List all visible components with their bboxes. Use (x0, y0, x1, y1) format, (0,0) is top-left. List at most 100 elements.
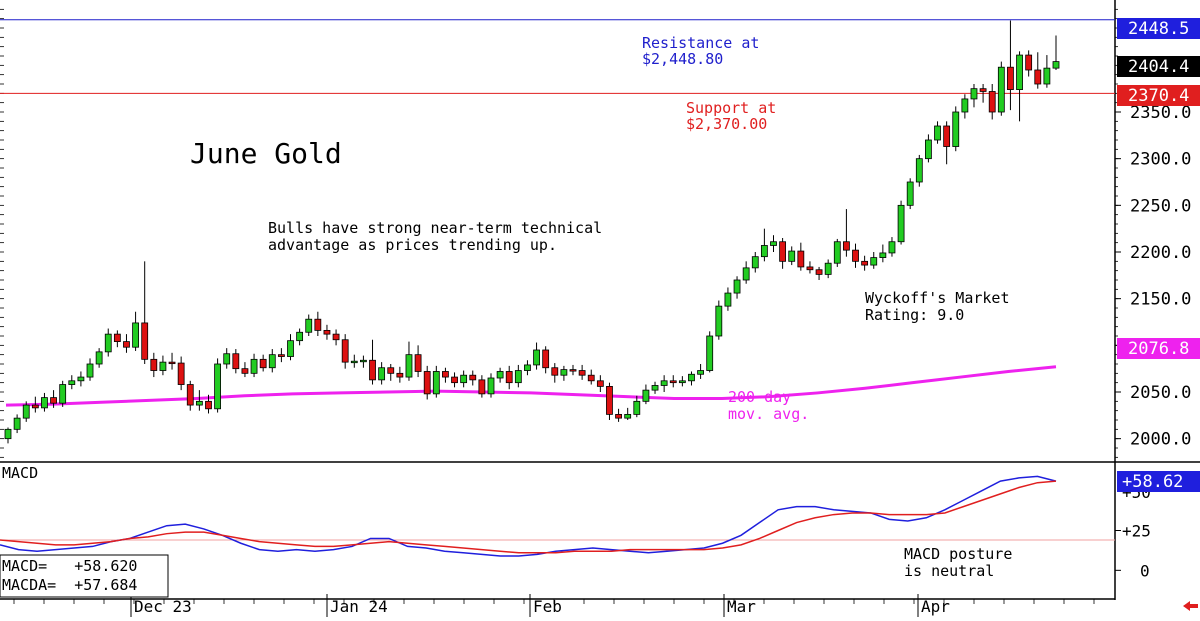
scroll-arrow-icon[interactable] (1183, 601, 1198, 611)
month-label: Mar (727, 597, 756, 616)
candle (241, 362, 249, 378)
candle-body-up (997, 66, 1005, 113)
candle (688, 371, 695, 386)
candle (268, 349, 276, 373)
macd-signal-line (0, 480, 1057, 554)
candle (414, 345, 422, 378)
candle (442, 367, 449, 383)
candle (596, 375, 604, 392)
candle-body-up (742, 267, 750, 281)
candle (296, 328, 304, 346)
candle (724, 287, 732, 311)
month-label: Dec 23 (134, 597, 192, 616)
candle (797, 242, 805, 271)
candle-body-down (551, 367, 559, 376)
candle-body-down (341, 339, 349, 363)
candle-body-up (1052, 61, 1060, 69)
candle-body-up (77, 376, 85, 382)
candle-body-down (779, 241, 787, 262)
candle-body-up (961, 98, 969, 113)
macd-tag-text: +58.62 (1122, 472, 1183, 492)
candle (496, 367, 504, 383)
candle (223, 348, 231, 369)
macd-line (0, 475, 1057, 557)
candle (815, 266, 823, 280)
candle-body-down (478, 379, 486, 395)
candle (277, 348, 285, 363)
ma200-price-tag: 2076.8 (1117, 338, 1200, 359)
candle-body-up (68, 380, 76, 385)
last-price-text: 2404.4 (1128, 57, 1189, 77)
candle-body-up (305, 318, 313, 333)
candle (542, 346, 550, 374)
candle-body-up (95, 351, 103, 365)
candle-body-up (733, 279, 741, 294)
candle (642, 384, 650, 405)
candle-body-up (560, 369, 568, 376)
candle (606, 382, 613, 420)
candle-body-down (186, 384, 194, 406)
candle (50, 390, 57, 408)
candle-body-up (487, 377, 495, 395)
macd-value-tag: +58.62 (1117, 471, 1200, 492)
candle (678, 376, 686, 387)
support-label-line1: Support at (686, 99, 776, 117)
candle (1034, 52, 1042, 89)
candle-body-up (460, 374, 468, 384)
candle (833, 238, 841, 267)
candle (22, 401, 30, 422)
candle-body-up (633, 400, 641, 415)
candle (697, 364, 704, 379)
candle-body-down (323, 329, 331, 335)
macd-readout-box: MACD= +58.620 MACDA= +57.684 (0, 554, 169, 598)
candle-body-down (123, 341, 130, 348)
macd-comment-line2: is neutral (904, 562, 994, 580)
candle (760, 228, 768, 262)
candle-body-up (159, 361, 167, 371)
price-tick-label: 2350.0 (1130, 103, 1191, 123)
candle-body-up (824, 262, 832, 275)
price-tick-label: 2050.0 (1130, 383, 1191, 403)
candle (378, 362, 386, 385)
candle (1007, 20, 1014, 111)
candle (1016, 51, 1023, 122)
candle-body-up (223, 353, 231, 365)
candle (205, 394, 212, 414)
candle (1025, 50, 1033, 77)
candle-body-up (378, 367, 386, 381)
candle-body-down (241, 368, 249, 374)
candle (104, 328, 112, 357)
candle-body-up (296, 331, 304, 342)
comment-line2: advantage as prices trending up. (268, 236, 557, 254)
candle (287, 334, 294, 361)
macd-readout: MACD= +58.620 (2, 557, 137, 575)
candle (487, 373, 495, 398)
candle (350, 354, 358, 368)
candle (314, 311, 322, 336)
candle (852, 243, 859, 268)
resistance-tag-text: 2448.5 (1128, 19, 1189, 39)
candle-body-down (332, 333, 340, 341)
candle-body-down (615, 413, 622, 419)
candle-body-up (833, 241, 841, 264)
candle (250, 353, 258, 378)
candle-body-down (141, 322, 149, 360)
candle-body-up (1016, 54, 1023, 90)
candle-body-up (13, 417, 21, 430)
candle-body-up (104, 333, 112, 353)
candle-body-down (943, 125, 951, 147)
candle-body-down (150, 358, 158, 371)
candle-body-up (496, 371, 504, 379)
candle-body-up (678, 380, 686, 384)
candle-body-down (469, 374, 477, 381)
candle (806, 261, 814, 274)
candle (195, 390, 203, 411)
candle-body-down (423, 371, 431, 395)
candle (132, 311, 139, 351)
candle-body-up (952, 111, 960, 147)
candle (824, 259, 832, 279)
candle (524, 360, 531, 376)
candle (915, 154, 923, 187)
candle (970, 84, 978, 108)
